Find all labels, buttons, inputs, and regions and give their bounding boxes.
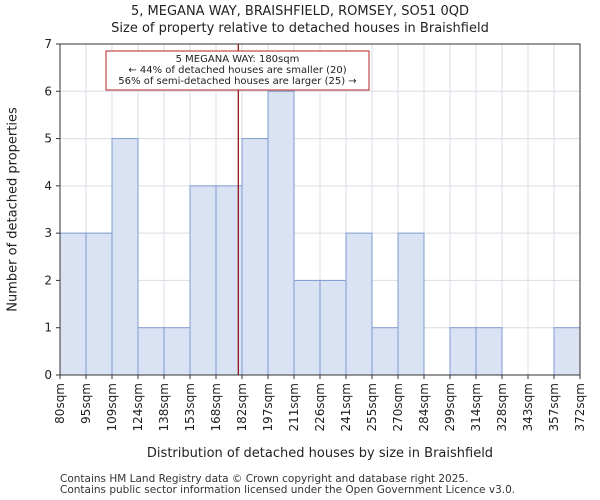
y-tick-label: 0 [44,368,52,382]
annotation-line-2: ← 44% of detached houses are smaller (20… [128,65,346,76]
chart-title: 5, MEGANA WAY, BRAISHFIELD, ROMSEY, SO51… [131,4,469,19]
x-tick-label: 211sqm [287,383,301,431]
x-tick-label: 372sqm [573,383,587,431]
x-tick-label: 226sqm [313,383,327,431]
y-tick-label: 4 [44,179,52,193]
x-tick-label: 182sqm [235,383,249,431]
histogram-bar [293,279,321,376]
y-tick-label: 3 [44,226,52,240]
y-tick-label: 5 [44,132,52,146]
histogram-bar [475,327,503,376]
histogram-bar [163,327,191,376]
histogram-bar [85,232,113,376]
x-tick-label: 255sqm [365,383,379,431]
y-axis-label: Number of detached properties [6,107,21,312]
histogram-bar [553,327,581,376]
annotation-frame [105,50,370,91]
histogram-bar [241,138,269,376]
y-tick-label: 1 [44,321,52,335]
x-tick-label: 299sqm [443,383,457,431]
y-tick-label: 6 [44,84,52,98]
x-tick-label: 241sqm [339,383,353,431]
histogram-bar [189,185,217,376]
x-tick-label: 328sqm [495,383,509,431]
annotation-line-3: 56% of semi-detached houses are larger (… [118,76,356,87]
x-tick-label: 357sqm [547,383,561,431]
x-tick-label: 80sqm [53,383,67,424]
x-axis-label: Distribution of detached houses by size … [147,446,493,461]
x-tick-label: 343sqm [521,383,535,431]
histogram-bar [215,185,243,376]
x-tick-label: 138sqm [157,383,171,431]
bars [59,90,581,376]
histogram-bar [449,327,477,376]
x-tick-label: 270sqm [391,383,405,431]
histogram-bar [59,232,87,376]
histogram-bar [111,138,139,376]
x-tick-label: 284sqm [417,383,431,431]
x-axis-ticks: 80sqm 95sqm 109sqm 124sqm 138sqm 153sqm 168sqm… [53,375,587,431]
histogram-chart: 5, MEGANA WAY, BRAISHFIELD, ROMSEY, SO51… [6,4,587,461]
x-tick-label: 168sqm [209,383,223,431]
histogram-bar [137,327,165,376]
y-tick-label: 7 [44,37,52,51]
footer-attribution-2: Contains public sector information licen… [60,484,516,496]
x-tick-label: 197sqm [261,383,275,431]
histogram-bar [345,232,373,376]
annotation-box: 5 MEGANA WAY: 180sqm ← 44% of detached h… [105,50,370,91]
x-tick-label: 314sqm [469,383,483,431]
x-tick-label: 153sqm [183,383,197,431]
histogram-bar [267,90,295,376]
x-tick-label: 124sqm [131,383,145,431]
footer-attribution-1: Contains HM Land Registry data © Crown c… [60,473,469,485]
y-tick-label: 2 [44,273,52,287]
x-tick-label: 109sqm [105,383,119,431]
x-tick-label: 95sqm [79,383,93,424]
histogram-bar [371,327,399,376]
histogram-bar [319,279,347,376]
y-axis-ticks: 0 1 2 3 4 5 6 7 [44,37,60,382]
chart-subtitle: Size of property relative to detached ho… [111,21,489,36]
annotation-line-1: 5 MEGANA WAY: 180sqm [176,54,300,65]
histogram-bar [397,232,425,376]
